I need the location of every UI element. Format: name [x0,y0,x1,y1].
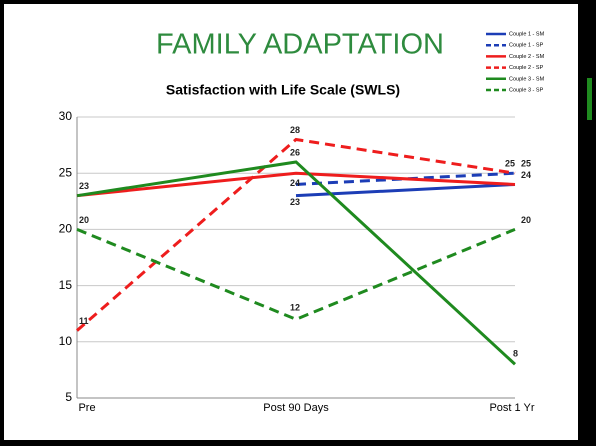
series-line [76,160,517,366]
data-label: 11 [79,316,89,326]
legend-label: Couple 2 - SM [509,54,545,60]
slide-background [4,4,578,440]
x-tick-label: Post 90 Days [263,402,329,414]
data-label: 25 [505,159,515,169]
y-tick-label: 25 [59,165,73,179]
data-label: 12 [290,303,300,313]
data-label: 24 [290,178,300,188]
legend-label: Couple 3 - SP [509,87,544,93]
legend-label: Couple 1 - SP [509,43,544,49]
data-label: 25 [521,159,531,169]
slide-title: FAMILY ADAPTATION [156,29,444,61]
y-tick-label: 5 [65,390,72,404]
y-tick-label: 10 [59,334,73,348]
legend-label: Couple 2 - SP [509,65,544,71]
y-tick-label: 20 [59,222,73,236]
series-line [76,171,516,198]
data-label: 28 [290,125,300,135]
data-label: 20 [521,215,531,225]
data-label: 23 [79,181,89,191]
x-tick-label: Post 1 Yr [489,402,534,414]
series-line [76,137,516,332]
series-line [295,171,516,186]
data-label: 23 [290,197,300,207]
legend-label: Couple 1 - SM [509,31,545,37]
legend-label: Couple 3 - SM [509,76,545,82]
data-label: 24 [521,170,531,180]
y-tick-label: 30 [59,109,73,123]
data-label: 8 [513,349,518,359]
chart-title: Satisfaction with Life Scale (SWLS) [166,82,400,98]
y-tick-label: 15 [59,278,73,292]
data-label: 26 [290,147,300,157]
data-label: 20 [79,215,89,225]
x-tick-label: Pre [78,402,95,414]
side-accent [587,78,592,120]
